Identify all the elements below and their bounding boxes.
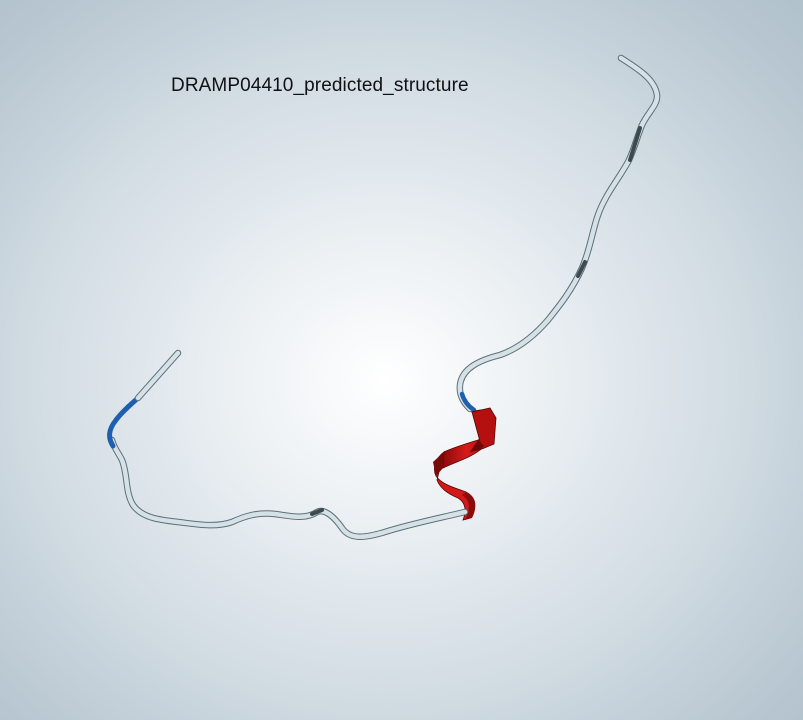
coil-segment-terminal	[134, 349, 182, 402]
coil-segment-upper	[456, 54, 661, 413]
turn-segment-upper	[459, 391, 477, 413]
structure-title: DRAMP04410_predicted_structure	[171, 75, 469, 96]
coil-segment-lower	[108, 436, 469, 540]
alpha-helix	[433, 407, 497, 521]
turn-segment-lower	[107, 395, 141, 449]
